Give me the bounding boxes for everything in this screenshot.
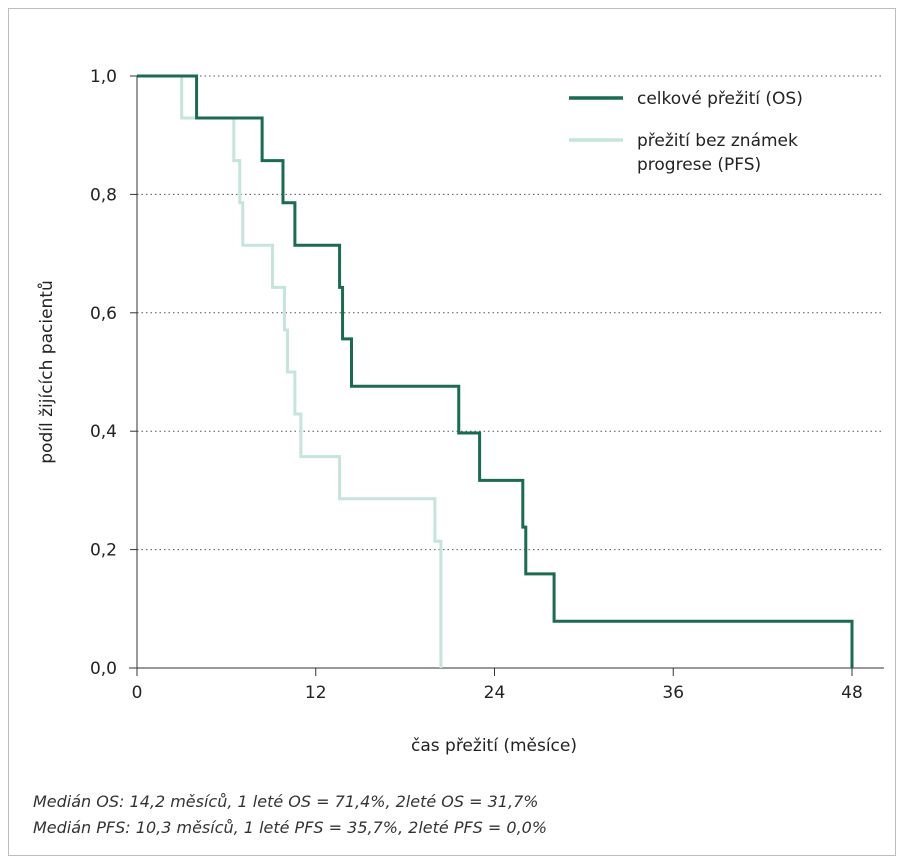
y-tick-label: 0,2 bbox=[90, 541, 117, 561]
x-tick-label: 12 bbox=[305, 683, 327, 703]
survival-chart: 0,0 0,2 0,4 0,6 0,8 1,0 0 12 24 36 48 celkové přež… bbox=[37, 67, 884, 756]
legend-label: přežití bez známek bbox=[637, 131, 798, 151]
gridlines bbox=[137, 75, 884, 551]
figure-frame bbox=[8, 8, 896, 856]
axes: 0,0 0,2 0,4 0,6 0,8 1,0 0 12 24 36 48 bbox=[90, 67, 884, 703]
x-tick-label: 36 bbox=[662, 683, 684, 703]
series-line bbox=[163, 74, 443, 668]
legend: celkové přežití (OS) přežití bez známek pr… bbox=[569, 89, 803, 175]
y-tick-label: 1,0 bbox=[90, 67, 117, 87]
x-tick-label: 0 bbox=[132, 683, 143, 703]
y-tick-label: 0,4 bbox=[90, 422, 117, 442]
x-axis-title: čas přežití (měsíce) bbox=[411, 736, 577, 756]
caption-line-pfs: Medián PFS: 10,3 měsíců, 1 leté PFS = 35… bbox=[33, 818, 548, 837]
caption: Medián OS: 14,2 měsíců, 1 leté OS = 71,4… bbox=[33, 789, 873, 841]
x-tick-label: 24 bbox=[484, 683, 506, 703]
y-tick-label: 0,8 bbox=[90, 185, 117, 205]
legend-label: celkové přežití (OS) bbox=[637, 89, 803, 109]
legend-label: progrese (PFS) bbox=[637, 155, 761, 175]
series-line bbox=[137, 74, 854, 668]
y-tick-label: 0,0 bbox=[90, 659, 117, 679]
x-tick-label: 48 bbox=[841, 683, 863, 703]
y-axis-title: podíl žijících pacientů bbox=[37, 280, 57, 463]
series bbox=[137, 74, 854, 668]
caption-line-os: Medián OS: 14,2 měsíců, 1 leté OS = 71,4… bbox=[33, 792, 539, 811]
y-tick-label: 0,6 bbox=[90, 304, 117, 324]
